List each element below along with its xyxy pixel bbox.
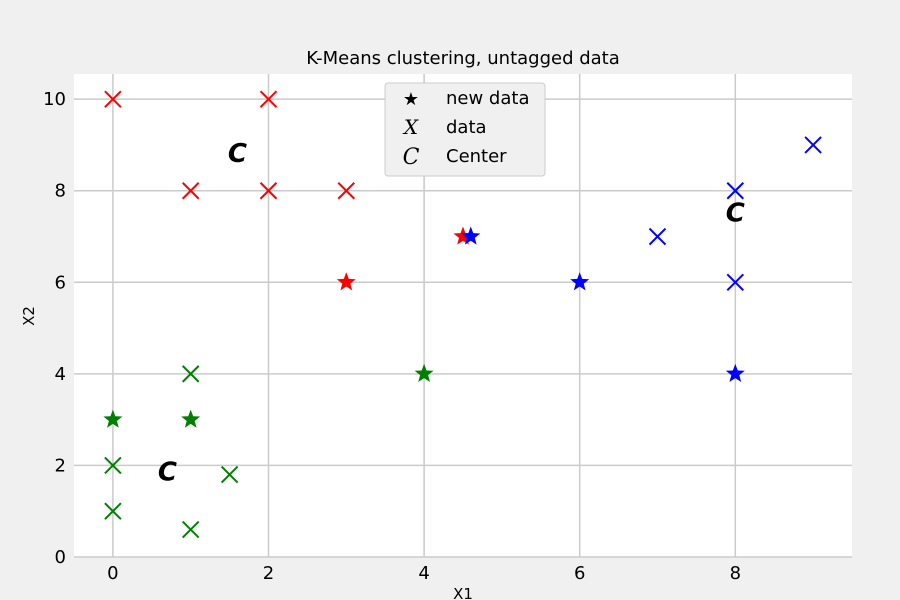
data-point-x — [804, 136, 822, 154]
legend-symbol-center: C — [403, 145, 420, 170]
new-data-star — [414, 363, 434, 382]
y-tick-label: 0 — [55, 547, 66, 568]
x-tick-label: 6 — [574, 563, 585, 584]
legend-label-new-data: new data — [446, 88, 529, 109]
data-point-x — [337, 182, 356, 200]
data-point-x — [104, 90, 122, 108]
x-tick-label: 2 — [263, 563, 274, 584]
x-tick-label: 4 — [418, 563, 429, 584]
data-point-x — [648, 227, 667, 246]
x-tick-label: 0 — [107, 563, 118, 584]
data-point-x — [104, 456, 122, 475]
legend-box — [384, 82, 546, 177]
y-tick-label: 10 — [43, 89, 66, 110]
data-point-x — [181, 182, 200, 200]
y-tick-label: 4 — [55, 364, 66, 385]
legend-symbol-new-data: ★ — [403, 89, 419, 110]
legend: ★ new data X data C Center — [384, 82, 546, 177]
data-point-x — [726, 273, 745, 292]
y-tick-label: 8 — [55, 181, 66, 202]
data-point-x — [181, 365, 200, 383]
new-data-star — [181, 409, 201, 428]
data-point-x — [259, 90, 278, 108]
center-marker: C — [726, 199, 745, 229]
data-point-x — [181, 520, 200, 539]
center-marker: C — [228, 139, 247, 169]
data-point-x — [104, 502, 122, 520]
new-data-star — [461, 226, 481, 245]
chart-title: K-Means clustering, untagged data — [306, 48, 620, 69]
x-axis-label: X1 — [453, 585, 473, 600]
new-data-star — [570, 272, 590, 291]
y-axis-label: X2 — [20, 306, 38, 326]
x-tick-label: 8 — [730, 563, 741, 584]
legend-label-center: Center — [446, 146, 507, 167]
legend-symbol-data: X — [402, 115, 419, 139]
tick-labels: 0 2 4 6 8 0 2 4 6 8 10 — [43, 89, 741, 584]
center-marker: C — [158, 457, 177, 487]
data-point-x — [726, 182, 745, 200]
new-data-star — [725, 363, 745, 382]
new-data-star — [453, 226, 473, 245]
new-data-star — [103, 409, 123, 428]
new-data-star — [336, 272, 356, 291]
data-point-x — [259, 182, 278, 200]
data-marks: C C C — [103, 90, 822, 539]
y-tick-label: 6 — [55, 272, 66, 293]
legend-label-data: data — [446, 117, 487, 138]
data-point-x — [220, 465, 239, 484]
y-tick-label: 2 — [55, 455, 66, 476]
